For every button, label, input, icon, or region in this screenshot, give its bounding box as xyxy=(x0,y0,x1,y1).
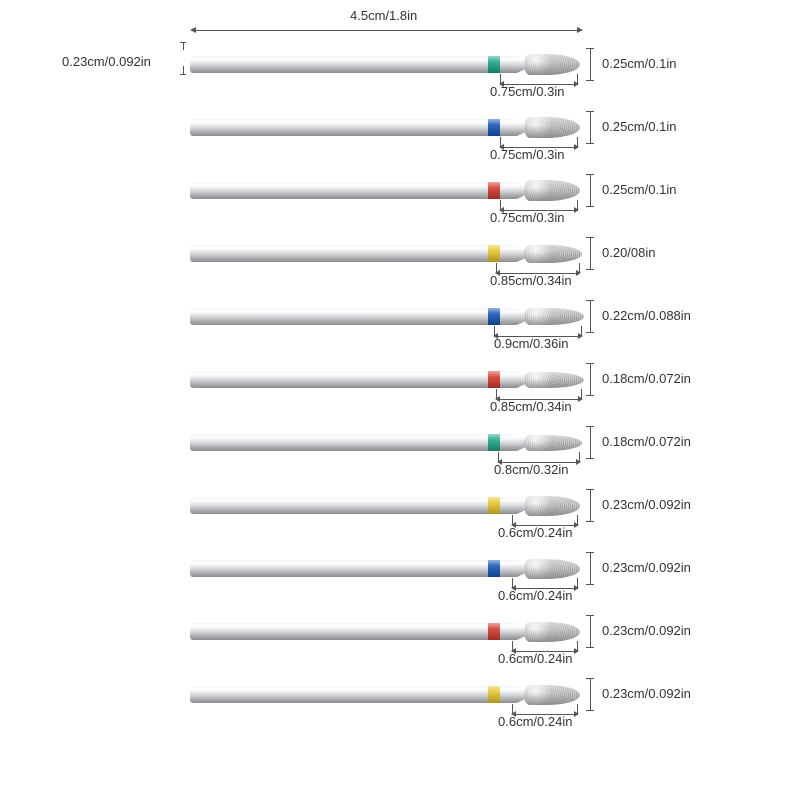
bit-tip xyxy=(524,245,582,263)
drill-bit xyxy=(190,245,580,262)
overall-length-arrow xyxy=(195,30,578,31)
bit-tip xyxy=(524,622,580,642)
bit-tip xyxy=(524,180,580,201)
grit-band xyxy=(488,56,500,73)
tip-length-label: 0.6cm/0.24in xyxy=(498,651,572,666)
tip-length-label: 0.9cm/0.36in xyxy=(494,336,568,351)
tip-diameter-label: 0.23cm/0.092in xyxy=(602,623,691,638)
bit-tip xyxy=(524,559,580,579)
tip-diameter-label: 0.25cm/0.1in xyxy=(602,56,676,71)
bit-row: 0.23cm/0.092in 0.6cm/0.24in xyxy=(0,554,800,617)
drill-bit xyxy=(190,308,580,325)
bit-row: 0.23cm/0.092in 0.6cm/0.24in xyxy=(0,491,800,554)
bit-tip xyxy=(524,117,580,138)
tip-length-label: 0.6cm/0.24in xyxy=(498,588,572,603)
bit-row: 0.18cm/0.072in 0.85cm/0.34in xyxy=(0,365,800,428)
bit-shaft xyxy=(190,182,488,199)
tip-diameter-label: 0.25cm/0.1in xyxy=(602,182,676,197)
bit-shaft xyxy=(190,623,488,640)
grit-band xyxy=(488,245,500,262)
grit-band xyxy=(488,371,500,388)
bit-tip xyxy=(524,685,580,705)
bit-tip xyxy=(524,308,584,325)
tip-diameter-label: 0.23cm/0.092in xyxy=(602,497,691,512)
drill-bit xyxy=(190,434,580,451)
drill-bit xyxy=(190,686,580,703)
bit-row: 0.23cm/0.092in 0.6cm/0.24in xyxy=(0,617,800,680)
bit-tip xyxy=(524,54,580,75)
grit-band xyxy=(488,434,500,451)
bit-shaft xyxy=(190,371,488,388)
tip-length-label: 0.75cm/0.3in xyxy=(490,84,564,99)
bit-shaft xyxy=(190,56,488,73)
tip-diameter-label: 0.20/08in xyxy=(602,245,656,260)
drill-bit xyxy=(190,119,580,136)
drill-bit xyxy=(190,623,580,640)
bit-shaft xyxy=(190,245,488,262)
tip-diameter-label: 0.23cm/0.092in xyxy=(602,686,691,701)
bit-row: 0.22cm/0.088in 0.9cm/0.36in xyxy=(0,302,800,365)
overall-length-label: 4.5cm/1.8in xyxy=(350,8,417,23)
tip-diameter-label: 0.23cm/0.092in xyxy=(602,560,691,575)
grit-band xyxy=(488,182,500,199)
grit-band xyxy=(488,686,500,703)
grit-band xyxy=(488,560,500,577)
drill-bit xyxy=(190,182,580,199)
tip-length-label: 0.75cm/0.3in xyxy=(490,147,564,162)
bit-shaft xyxy=(190,434,488,451)
tip-length-label: 0.75cm/0.3in xyxy=(490,210,564,225)
tip-length-label: 0.85cm/0.34in xyxy=(490,273,572,288)
bit-row: 0.18cm/0.072in 0.8cm/0.32in xyxy=(0,428,800,491)
tip-diameter-label: 0.18cm/0.072in xyxy=(602,371,691,386)
tip-diameter-label: 0.18cm/0.072in xyxy=(602,434,691,449)
bit-shaft xyxy=(190,560,488,577)
tip-diameter-label: 0.22cm/0.088in xyxy=(602,308,691,323)
bit-tip xyxy=(524,435,582,451)
grit-band xyxy=(488,623,500,640)
tip-length-label: 0.6cm/0.24in xyxy=(498,714,572,729)
bit-shaft xyxy=(190,686,488,703)
grit-band xyxy=(488,119,500,136)
drill-bit xyxy=(190,371,580,388)
grit-band xyxy=(488,497,500,514)
bit-row: 0.25cm/0.1in 0.75cm/0.3in xyxy=(0,113,800,176)
tip-diameter-label: 0.25cm/0.1in xyxy=(602,119,676,134)
tip-length-label: 0.8cm/0.32in xyxy=(494,462,568,477)
bit-row: 0.23cm/0.092in 0.6cm/0.24in xyxy=(0,680,800,743)
bit-row: 0.25cm/0.1in 0.75cm/0.3in xyxy=(0,176,800,239)
grit-band xyxy=(488,308,500,325)
bit-row: 0.25cm/0.1in 0.75cm/0.3in xyxy=(0,50,800,113)
bit-tip xyxy=(524,496,580,516)
drill-bit xyxy=(190,56,580,73)
bit-shaft xyxy=(190,497,488,514)
bit-shaft xyxy=(190,308,488,325)
drill-bit xyxy=(190,497,580,514)
tip-length-label: 0.85cm/0.34in xyxy=(490,399,572,414)
tip-length-label: 0.6cm/0.24in xyxy=(498,525,572,540)
drill-bit xyxy=(190,560,580,577)
bit-tip xyxy=(524,372,584,388)
bit-shaft xyxy=(190,119,488,136)
bit-row: 0.20/08in 0.85cm/0.34in xyxy=(0,239,800,302)
